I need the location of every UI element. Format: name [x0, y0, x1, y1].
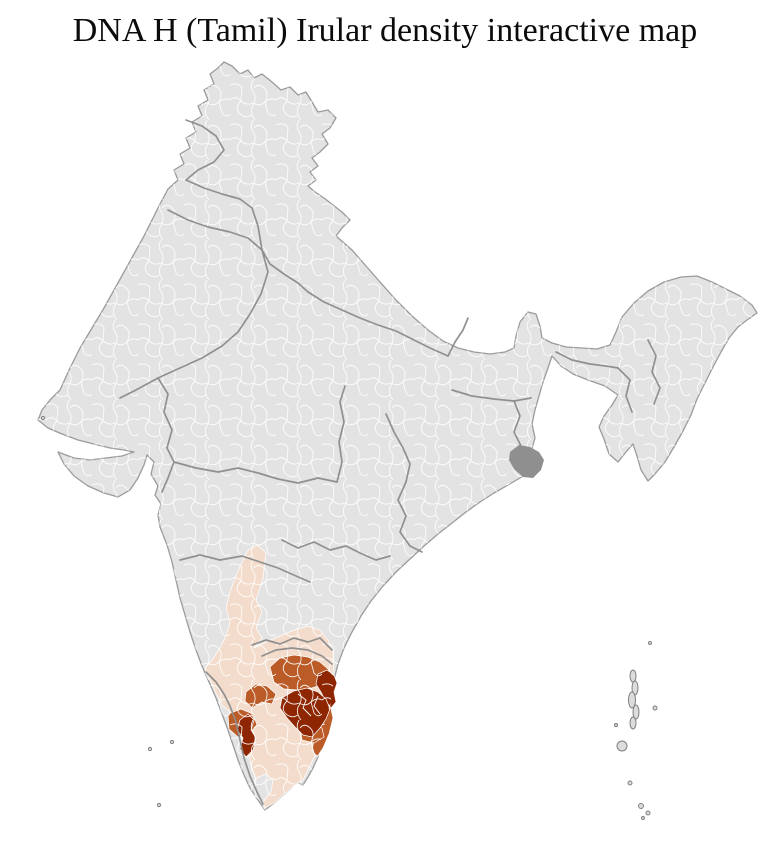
andaman-nicobar-islands[interactable] [614, 641, 658, 820]
page-title: DNA H (Tamil) Irular density interactive… [72, 12, 698, 49]
lakshadweep-islands[interactable] [40, 415, 175, 808]
india-landmass[interactable] [37, 61, 758, 811]
state-borders [119, 119, 661, 805]
sundarbans-delta[interactable] [509, 445, 544, 478]
